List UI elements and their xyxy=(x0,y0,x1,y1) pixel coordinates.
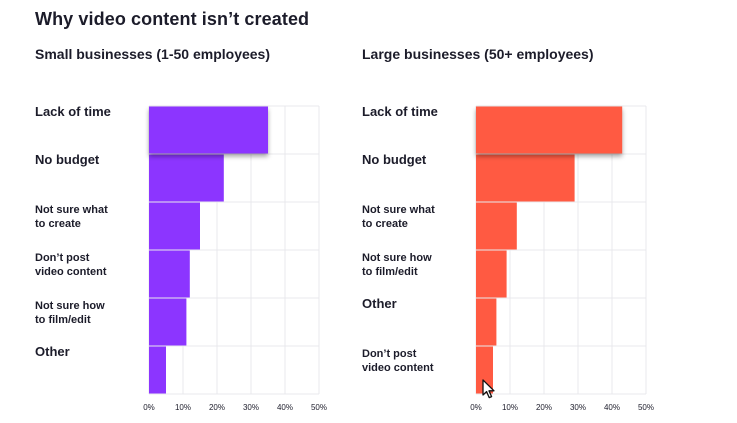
chart-title-small-businesses: Small businesses (1-50 employees) xyxy=(35,46,270,62)
category-label-don-t-post-video-content: Don’t post video content xyxy=(35,252,107,278)
x-tick-label: 20% xyxy=(209,403,225,412)
chart-small-businesses: Small businesses (1-50 employees) Lack o… xyxy=(35,46,365,416)
bar-don-t-post-video-content[interactable] xyxy=(476,346,493,394)
x-tick-label: 50% xyxy=(638,403,654,412)
bar-not-sure-how-to-film-edit[interactable] xyxy=(476,250,507,298)
bar-no-budget[interactable] xyxy=(149,154,224,202)
x-tick-label: 40% xyxy=(277,403,293,412)
chart-title-large-businesses: Large businesses (50+ employees) xyxy=(362,46,594,62)
mouse-pointer-icon xyxy=(482,379,495,399)
x-tick-label: 50% xyxy=(311,403,327,412)
category-label-lack-of-time: Lack of time xyxy=(35,104,111,119)
bar-other[interactable] xyxy=(149,346,166,394)
category-label-lack-of-time: Lack of time xyxy=(362,104,438,119)
category-label-not-sure-what-to-create: Not sure what to create xyxy=(35,204,108,230)
x-tick-label: 10% xyxy=(502,403,518,412)
category-label-don-t-post-video-content: Don’t post video content xyxy=(362,348,434,374)
bar-lack-of-time[interactable] xyxy=(476,106,623,154)
x-tick-label: 10% xyxy=(175,403,191,412)
page-title: Why video content isn’t created xyxy=(35,9,310,29)
bar-not-sure-what-to-create[interactable] xyxy=(149,202,200,250)
bar-chart-small-businesses: Lack of time No budget Not sure what to cre… xyxy=(35,104,327,412)
category-label-no-budget: No budget xyxy=(35,152,100,167)
bar-not-sure-how-to-film-edit[interactable] xyxy=(149,298,187,346)
x-tick-label: 0% xyxy=(143,403,155,412)
category-label-not-sure-how-to-film-edit: Not sure how to film/edit xyxy=(362,252,432,278)
x-tick-label: 30% xyxy=(243,403,259,412)
category-label-no-budget: No budget xyxy=(362,152,427,167)
x-tick-label: 20% xyxy=(536,403,552,412)
category-label-not-sure-how-to-film-edit: Not sure how to film/edit xyxy=(35,300,105,326)
x-tick-label: 40% xyxy=(604,403,620,412)
category-label-not-sure-what-to-create: Not sure what to create xyxy=(362,204,435,230)
x-tick-label: 0% xyxy=(470,403,482,412)
bar-not-sure-what-to-create[interactable] xyxy=(476,202,517,250)
x-tick-label: 30% xyxy=(570,403,586,412)
category-label-other: Other xyxy=(362,296,397,311)
category-label-other: Other xyxy=(35,344,70,359)
chart-large-businesses: Large businesses (50+ employees) Lack of… xyxy=(362,46,692,416)
bar-no-budget[interactable] xyxy=(476,154,575,202)
bar-don-t-post-video-content[interactable] xyxy=(149,250,190,298)
bar-other[interactable] xyxy=(476,298,497,346)
bar-chart-large-businesses: Lack of time No budget Not sure what to cre… xyxy=(362,104,654,412)
bar-lack-of-time[interactable] xyxy=(149,106,268,154)
